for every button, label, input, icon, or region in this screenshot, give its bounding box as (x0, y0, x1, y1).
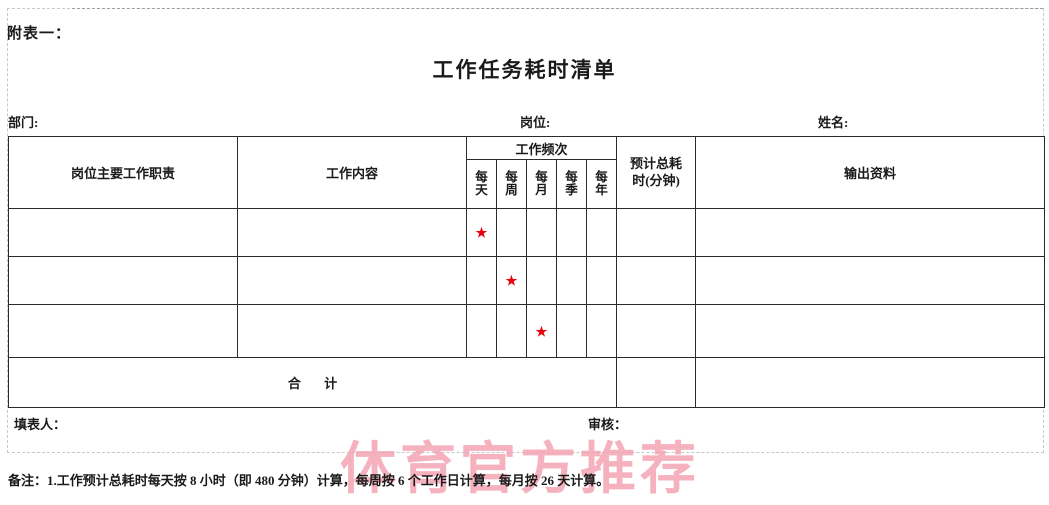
cell-freq-weekly[interactable]: ★ (496, 256, 527, 305)
watermark: 体育官方推荐 (340, 439, 700, 501)
header-output: 输出资料 (695, 136, 1046, 209)
cell-freq-quarterly[interactable] (556, 208, 587, 257)
cell-freq-daily[interactable] (466, 304, 497, 358)
cell-output[interactable] (695, 304, 1046, 358)
header-freq-weekly: 每 周 (496, 159, 527, 209)
header-freq-weekly-ch1: 每 (505, 169, 518, 184)
cell-freq-monthly[interactable] (526, 256, 557, 305)
cell-content[interactable] (237, 256, 467, 305)
cell-duty[interactable] (8, 208, 238, 257)
cell-freq-yearly[interactable] (585, 304, 618, 358)
position-label: 岗位: (520, 115, 551, 130)
total-estimated-total[interactable] (616, 357, 697, 408)
header-freq-daily-ch2: 天 (475, 183, 488, 197)
header-estimated-total: 预计总耗 时(分钟) (616, 136, 697, 209)
header-freq-quarterly: 每 季 (556, 159, 587, 209)
cell-duty[interactable] (8, 256, 238, 305)
cell-content[interactable] (237, 208, 467, 257)
filler-label: 填表人： (14, 417, 67, 432)
attachment-label: 附表一： (7, 26, 72, 42)
header-freq-daily-ch1: 每 (475, 169, 488, 184)
header-freq-monthly: 每 月 (526, 159, 557, 209)
header-freq-quarterly-ch1: 每 (565, 169, 578, 184)
cell-estimated-total[interactable] (616, 304, 697, 358)
cell-output[interactable] (695, 256, 1046, 305)
header-freq-quarterly-ch2: 季 (565, 183, 578, 197)
cell-freq-monthly[interactable]: ★ (526, 304, 557, 358)
cell-freq-weekly[interactable] (496, 304, 527, 358)
table-header-row-1: 岗位主要工作职责 工作内容 工作频次 预计总耗 时(分钟) 输出资料 (8, 136, 1046, 209)
cell-estimated-total[interactable] (616, 208, 697, 257)
header-freq-yearly: 每 年 (585, 159, 618, 209)
header-freq-monthly-ch1: 每 (535, 169, 548, 184)
header-duty: 岗位主要工作职责 (8, 136, 238, 209)
header-freq-monthly-ch2: 月 (535, 183, 548, 197)
cell-estimated-total[interactable] (616, 256, 697, 305)
table-row[interactable]: ★ (8, 208, 1046, 257)
total-output[interactable] (695, 357, 1046, 408)
cell-freq-daily[interactable] (466, 256, 497, 305)
cell-freq-quarterly[interactable] (556, 256, 587, 305)
footer-signature-row: 填表人： 审核： (0, 414, 1049, 434)
cell-freq-monthly[interactable] (526, 208, 557, 257)
total-label: 合 计 (7, 357, 618, 408)
table-total-row[interactable]: 合 计 (7, 357, 1046, 408)
cell-freq-weekly[interactable] (496, 208, 527, 257)
header-estimated-total-line2: 时(分钟) (632, 172, 680, 188)
cell-duty[interactable] (8, 304, 238, 358)
footer-note: 备注：1.工作预计总耗时每天按 8 小时（即 480 分钟）计算，每周按 6 个… (8, 473, 610, 488)
cell-freq-yearly[interactable] (585, 256, 618, 305)
table-row[interactable]: ★ (8, 256, 1046, 305)
header-rule (72, 8, 1043, 9)
cell-output[interactable] (695, 208, 1046, 257)
header-freq-yearly-ch1: 每 (595, 169, 608, 184)
header-freq-weekly-ch2: 周 (505, 183, 518, 197)
header-freq-yearly-ch2: 年 (595, 183, 608, 197)
cell-freq-daily[interactable]: ★ (466, 208, 497, 257)
meta-row: 部门: 岗位: 姓名: (0, 112, 1049, 132)
cell-freq-quarterly[interactable] (556, 304, 587, 358)
cell-freq-yearly[interactable] (585, 208, 618, 257)
header-freq-daily: 每 天 (466, 159, 497, 209)
department-label: 部门: (8, 115, 39, 130)
header-frequency-group: 工作频次 (465, 136, 618, 160)
name-label: 姓名: (818, 115, 849, 130)
checker-label: 审核： (588, 417, 628, 432)
header-content: 工作内容 (237, 136, 467, 209)
page-title: 工作任务耗时清单 (432, 58, 617, 82)
task-time-table: 岗位主要工作职责 工作内容 工作频次 预计总耗 时(分钟) 输出资料 每 天 每 (7, 136, 1046, 408)
header-estimated-total-line1: 预计总耗 (630, 156, 683, 172)
cell-content[interactable] (237, 304, 467, 358)
table-header-row-2: 每 天 每 周 每 月 每 季 每 年 (9, 159, 1045, 209)
table-row[interactable]: ★ (8, 304, 1046, 358)
